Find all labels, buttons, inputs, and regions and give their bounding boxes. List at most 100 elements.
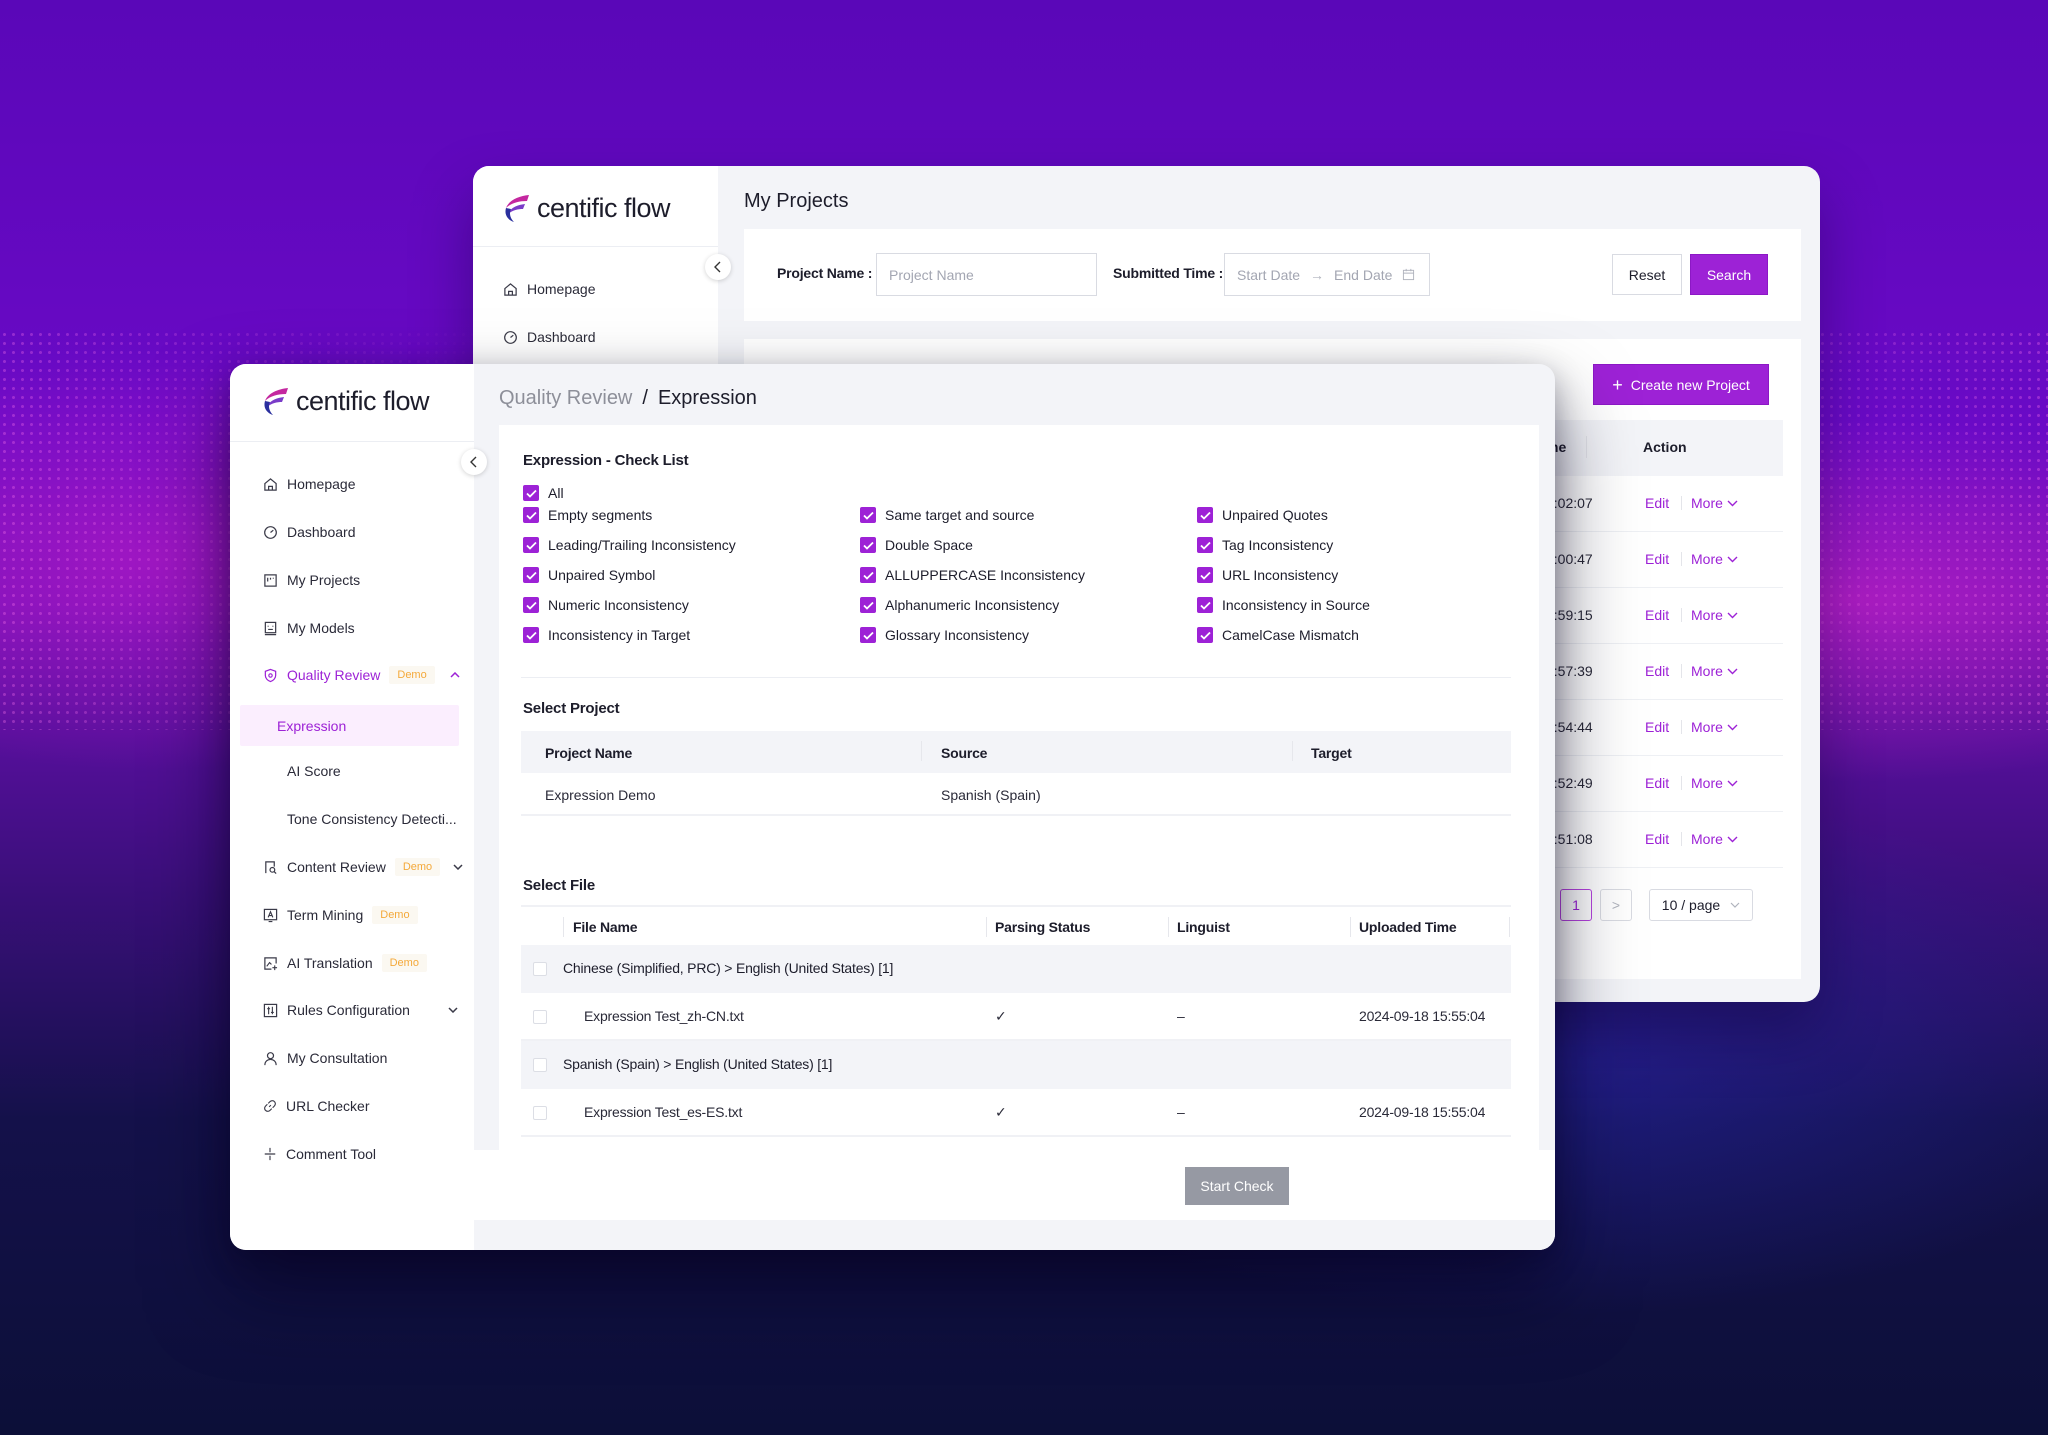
file-name-cell: Expression Test_zh-CN.txt	[584, 1008, 744, 1024]
checkbox-checked[interactable]	[1197, 567, 1213, 583]
more-dropdown[interactable]: More	[1691, 775, 1738, 791]
breadcrumb-parent[interactable]: Quality Review	[499, 387, 633, 409]
checkbox-alluppercase[interactable]: ALLUPPERCASE Inconsistency	[860, 567, 1085, 583]
checkbox-checked[interactable]	[860, 597, 876, 613]
more-dropdown[interactable]: More	[1691, 607, 1738, 623]
sidebar-subitem-expression[interactable]: Expression	[240, 705, 459, 746]
collapse-sidebar-button[interactable]	[461, 449, 487, 475]
more-dropdown[interactable]: More	[1691, 495, 1738, 511]
checkbox-checked[interactable]	[1197, 597, 1213, 613]
sidebar-item-quality-review[interactable]: Quality Review Demo	[263, 666, 460, 684]
edit-link[interactable]: Edit	[1645, 775, 1670, 791]
checkbox-checked[interactable]	[1197, 537, 1213, 553]
checkbox-checked[interactable]	[523, 507, 539, 523]
sidebar-item-term-mining[interactable]: Term Mining Demo	[263, 906, 418, 924]
edit-link[interactable]: Edit	[1645, 495, 1670, 511]
checkbox-checked[interactable]	[523, 537, 539, 553]
checkbox-label: Double Space	[885, 537, 973, 553]
sidebar-item-comment-tool[interactable]: Comment Tool	[263, 1146, 376, 1162]
checkbox-numeric[interactable]: Numeric Inconsistency	[523, 597, 689, 613]
checkbox-checked[interactable]	[523, 485, 539, 501]
sidebar-item-ai-translation[interactable]: AI Translation Demo	[263, 954, 427, 972]
checkbox-same-target-source[interactable]: Same target and source	[860, 507, 1034, 523]
more-label: More	[1691, 495, 1723, 511]
sidebar-item-url-checker[interactable]: URL Checker	[263, 1098, 370, 1114]
more-dropdown[interactable]: More	[1691, 831, 1738, 847]
demo-badge: Demo	[381, 954, 427, 972]
file-table-header: File Name Parsing Status Linguist Upload…	[521, 905, 1511, 945]
sidebar-subitem-tone-consistency[interactable]: Tone Consistency Detecti...	[287, 811, 457, 827]
check-icon	[862, 601, 874, 610]
checkbox-unpaired-symbol[interactable]: Unpaired Symbol	[523, 567, 655, 583]
page-size-value: 10 / page	[1661, 897, 1721, 913]
checkbox-leading-trailing[interactable]: Leading/Trailing Inconsistency	[523, 537, 736, 553]
checkbox-checked[interactable]	[860, 537, 876, 553]
checkbox-checked[interactable]	[523, 597, 539, 613]
pagination-next-button[interactable]: >	[1600, 889, 1632, 921]
checkbox-checked[interactable]	[1197, 507, 1213, 523]
more-dropdown[interactable]: More	[1691, 719, 1738, 735]
logo: centific flow	[503, 188, 671, 228]
start-check-button[interactable]: Start Check	[1185, 1167, 1289, 1205]
checkbox-glossary[interactable]: Glossary Inconsistency	[860, 627, 1029, 643]
more-dropdown[interactable]: More	[1691, 551, 1738, 567]
file-row: Expression Test_zh-CN.txt ✓ – 2024-09-18…	[521, 993, 1511, 1041]
sidebar-item-rules-configuration[interactable]: Rules Configuration	[263, 1002, 458, 1018]
checkbox-checked[interactable]	[860, 507, 876, 523]
edit-link[interactable]: Edit	[1645, 719, 1670, 735]
checkbox-alphanumeric[interactable]: Alphanumeric Inconsistency	[860, 597, 1059, 613]
checkbox-checked[interactable]	[523, 627, 539, 643]
checkbox-label: URL Inconsistency	[1222, 567, 1339, 583]
checkbox-label: Alphanumeric Inconsistency	[885, 597, 1060, 613]
sidebar-item-my-models[interactable]: My Models	[263, 620, 355, 636]
collapse-sidebar-button[interactable]	[705, 254, 731, 280]
checkbox-label: Unpaired Quotes	[1222, 507, 1328, 523]
sidebar-item-label: Dashboard	[527, 329, 596, 345]
checkbox-camelcase[interactable]: CamelCase Mismatch	[1197, 627, 1359, 643]
group-checkbox[interactable]	[533, 962, 547, 976]
checkbox-label: CamelCase Mismatch	[1222, 627, 1359, 643]
page-size-select[interactable]: 10 / page	[1649, 889, 1753, 921]
checkbox-checked[interactable]	[1197, 627, 1213, 643]
checkbox-inconsistency-source[interactable]: Inconsistency in Source	[1197, 597, 1370, 613]
expression-window: centific flow Homepage Dashboard My Proj…	[230, 364, 1555, 1250]
centific-logo-icon	[505, 195, 529, 222]
checkbox-tag[interactable]: Tag Inconsistency	[1197, 537, 1333, 553]
edit-link[interactable]: Edit	[1645, 663, 1670, 679]
file-group-row: Chinese (Simplified, PRC) > English (Uni…	[521, 945, 1511, 993]
checkbox-checked[interactable]	[860, 567, 876, 583]
sidebar-item-my-projects[interactable]: My Projects	[263, 572, 360, 588]
checkbox-inconsistency-target[interactable]: Inconsistency in Target	[523, 627, 690, 643]
more-dropdown[interactable]: More	[1691, 663, 1738, 679]
sidebar-item-dashboard[interactable]: Dashboard	[263, 524, 356, 540]
column-header-parsing-status: Parsing Status	[995, 919, 1091, 935]
sidebar-item-homepage[interactable]: Homepage	[503, 281, 596, 297]
checkbox-empty-segments[interactable]: Empty segments	[523, 507, 652, 523]
group-checkbox[interactable]	[533, 1058, 547, 1072]
demo-badge: Demo	[372, 906, 418, 924]
checkbox-checked[interactable]	[523, 567, 539, 583]
edit-link[interactable]: Edit	[1645, 831, 1670, 847]
checkbox-unpaired-quotes[interactable]: Unpaired Quotes	[1197, 507, 1328, 523]
checkbox-double-space[interactable]: Double Space	[860, 537, 973, 553]
project-name-input[interactable]: Project Name	[876, 253, 1097, 296]
pagination-page-1[interactable]: 1	[1560, 889, 1592, 921]
reset-button[interactable]: Reset	[1612, 254, 1682, 295]
sidebar-item-dashboard[interactable]: Dashboard	[503, 329, 596, 345]
create-new-project-button[interactable]: + Create new Project	[1593, 364, 1769, 405]
checkbox-all[interactable]: All	[523, 485, 564, 501]
project-table-row[interactable]: Expression Demo Spanish (Spain)	[521, 773, 1511, 816]
edit-link[interactable]: Edit	[1645, 551, 1670, 567]
sidebar-subitem-ai-score[interactable]: AI Score	[287, 763, 341, 779]
sidebar-item-content-review[interactable]: Content Review Demo	[263, 858, 463, 876]
search-button[interactable]: Search	[1690, 254, 1768, 295]
date-range-picker[interactable]: Start Date → End Date	[1224, 253, 1430, 296]
sidebar-item-my-consultation[interactable]: My Consultation	[263, 1050, 387, 1066]
checkbox-url[interactable]: URL Inconsistency	[1197, 567, 1338, 583]
edit-link[interactable]: Edit	[1645, 607, 1670, 623]
file-checkbox[interactable]	[533, 1010, 547, 1024]
button-label: Create new Project	[1630, 376, 1750, 393]
sidebar-item-homepage[interactable]: Homepage	[263, 476, 356, 492]
file-checkbox[interactable]	[533, 1106, 547, 1120]
checkbox-checked[interactable]	[860, 627, 876, 643]
